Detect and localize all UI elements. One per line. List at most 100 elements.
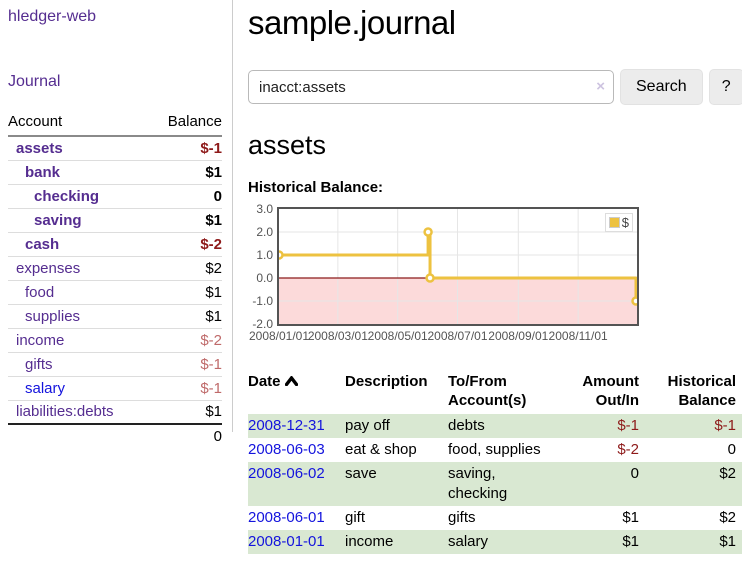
account-link[interactable]: liabilities:debts	[16, 403, 114, 421]
transaction-balance: $1	[719, 533, 736, 550]
account-link[interactable]: cash	[25, 235, 60, 253]
sort-ascending-icon	[284, 372, 298, 391]
legend-label: $	[621, 215, 629, 230]
register-row: 2008-12-31 pay off debts $-1 $-1	[248, 414, 742, 438]
account-row: salary $-1	[8, 375, 222, 400]
transaction-date-link[interactable]: 2008-01-01	[248, 533, 325, 550]
account-balance: $1	[149, 279, 222, 304]
transaction-date-link[interactable]: 2008-06-03	[248, 441, 325, 458]
transaction-date-link[interactable]: 2008-06-02	[248, 465, 325, 482]
x-tick-label: 2008/07/01	[427, 329, 488, 343]
register-header-account[interactable]: To/From Account(s)	[448, 373, 527, 409]
transaction-balance: $-1	[714, 417, 736, 434]
transaction-balance: 0	[727, 441, 736, 458]
sidebar: hledger-web Journal Account Balance asse…	[0, 0, 233, 448]
account-row: expenses $2	[8, 255, 222, 280]
accounts-total-row: 0	[8, 423, 222, 448]
account-link[interactable]: food	[25, 283, 55, 301]
account-balance: $-1	[200, 139, 222, 157]
transaction-description: save	[345, 465, 377, 482]
register-header-row: Date Description To/From Account(s) Amou…	[248, 370, 742, 414]
transaction-accounts: debts	[448, 417, 485, 434]
account-balance: $-1	[149, 375, 222, 400]
transaction-amount: $1	[622, 509, 639, 526]
search-input[interactable]	[248, 70, 614, 104]
account-row: supplies $1	[8, 303, 222, 328]
help-button[interactable]: ?	[708, 69, 742, 105]
account-link[interactable]: supplies	[25, 307, 81, 325]
transaction-date-link[interactable]: 2008-12-31	[248, 417, 325, 434]
accounts-header-balance: Balance	[149, 110, 222, 137]
account-balance: $1	[149, 159, 222, 184]
transaction-description: pay off	[345, 417, 390, 434]
account-row: gifts $-1	[8, 351, 222, 376]
accounts-header-row: Account Balance	[8, 110, 222, 137]
transaction-amount: $-1	[617, 417, 639, 434]
account-row: cash $-2	[8, 231, 222, 256]
x-tick-label: 2008/01/01	[248, 329, 310, 343]
y-tick-label: -2.0	[252, 317, 273, 331]
account-row: checking 0	[8, 183, 222, 208]
transaction-amount: 0	[630, 465, 639, 482]
account-row: bank $1	[8, 159, 222, 184]
register-header-balance[interactable]: Historical Balance	[667, 373, 736, 409]
account-link[interactable]: saving	[34, 211, 82, 229]
account-balance: $1	[149, 207, 222, 232]
account-row: assets $-1	[8, 136, 222, 160]
account-balance: $1	[149, 399, 222, 424]
transaction-accounts: gifts	[448, 509, 476, 526]
x-tick-label: 2008/11/01	[548, 329, 608, 343]
chart-legend: $	[604, 213, 633, 232]
transaction-accounts: saving, checking	[448, 465, 508, 502]
register-header-description[interactable]: Description	[345, 373, 428, 390]
account-row: income $-2	[8, 327, 222, 352]
accounts-tbody: assets $-1 bank $1 checking 0 saving $1 cash $-2 e…	[8, 136, 222, 424]
account-link[interactable]: assets	[16, 139, 63, 157]
account-balance: $-2	[149, 231, 222, 256]
transaction-description: income	[345, 533, 394, 550]
register-row: 2008-06-01 gift gifts $1 $2	[248, 506, 742, 530]
account-link[interactable]: gifts	[25, 355, 53, 373]
x-tick-label: 2008/05/01	[367, 329, 428, 343]
register-row: 2008-01-01 income salary $1 $1	[248, 530, 742, 554]
account-link[interactable]: expenses	[16, 259, 81, 277]
app-title-link[interactable]: hledger-web	[8, 8, 97, 25]
chart-plot-area: $	[277, 207, 639, 326]
page-title: sample.journal	[248, 4, 456, 41]
y-tick-label: 3.0	[256, 202, 273, 216]
transaction-date-link[interactable]: 2008-06-01	[248, 509, 325, 526]
account-row: liabilities:debts $1	[8, 399, 222, 424]
register-header-amount[interactable]: Amount Out/In	[582, 373, 639, 409]
account-link[interactable]: salary	[25, 379, 66, 397]
y-tick-label: 2.0	[256, 225, 273, 239]
account-row: saving $1	[8, 207, 222, 232]
register-table: Date Description To/From Account(s) Amou…	[248, 370, 742, 554]
balance-chart: $ 3.0 2.0 1.0 0.0 -1.0 -2.0 2008/01/01 2008/03…	[248, 202, 648, 349]
main-content: sample.journal × Search ? assets Histori…	[234, 0, 742, 554]
chart-title: Historical Balance:	[248, 179, 384, 196]
account-row: food $1	[8, 279, 222, 304]
account-link[interactable]: checking	[34, 187, 100, 205]
transaction-amount: $1	[622, 533, 639, 550]
register-row: 2008-06-03 eat & shop food, supplies $-2 0	[248, 438, 742, 462]
x-tick-label: 2008/03/01	[307, 329, 368, 343]
account-balance: 0	[149, 183, 222, 208]
register-header-date[interactable]: Date	[248, 370, 345, 414]
transaction-balance: $2	[719, 509, 736, 526]
register-tbody: 2008-12-31 pay off debts $-1 $-1 2008-06-03 ea…	[248, 414, 742, 554]
x-tick-label: 2008/09/01	[488, 329, 549, 343]
account-link[interactable]: bank	[25, 163, 61, 181]
transaction-amount: $-2	[617, 441, 639, 458]
transaction-description: gift	[345, 509, 366, 526]
y-tick-label: -1.0	[252, 294, 273, 308]
legend-swatch-icon	[608, 217, 620, 228]
account-link[interactable]: income	[16, 331, 65, 349]
search-clear-icon[interactable]: ×	[596, 78, 605, 95]
accounts-header-account: Account	[8, 110, 150, 137]
search-button[interactable]: Search	[620, 69, 703, 105]
transaction-accounts: salary	[448, 533, 489, 550]
account-balance: $-1	[149, 351, 222, 376]
sidebar-item-journal[interactable]: Journal	[8, 73, 61, 90]
account-balance: $-2	[149, 327, 222, 352]
search-form: × Search ?	[248, 69, 742, 105]
